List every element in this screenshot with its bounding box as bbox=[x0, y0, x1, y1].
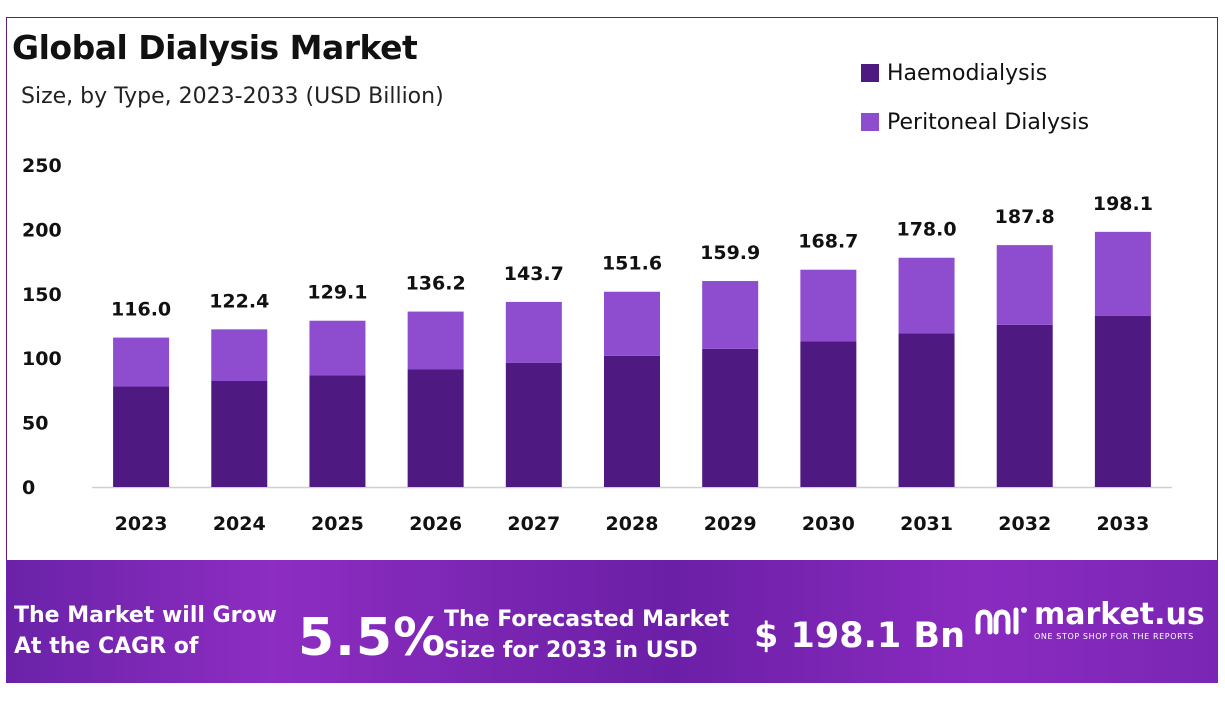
data-label: 143.7 bbox=[504, 263, 564, 285]
x-tick-label: 2031 bbox=[900, 513, 953, 535]
x-tick-label: 2033 bbox=[1096, 513, 1149, 535]
x-tick-label: 2028 bbox=[606, 513, 659, 535]
x-tick-label: 2023 bbox=[115, 513, 168, 535]
chart-title: Global Dialysis Market bbox=[12, 28, 418, 67]
legend-item-peritoneal-dialysis: Peritoneal Dialysis bbox=[861, 107, 1089, 137]
legend-label-haemodialysis: Haemodialysis bbox=[887, 60, 1048, 86]
legend-swatch-peritoneal-dialysis bbox=[861, 113, 879, 131]
legend: Haemodialysis Peritoneal Dialysis bbox=[861, 58, 1089, 156]
bar-peritoneal-dialysis bbox=[702, 281, 759, 349]
x-tick-label: 2032 bbox=[998, 513, 1051, 535]
y-tick-label: 150 bbox=[22, 284, 62, 306]
bar-haemodialysis bbox=[407, 369, 464, 487]
y-tick-label: 100 bbox=[22, 348, 62, 370]
data-label: 178.0 bbox=[896, 219, 956, 241]
cagr-caption: The Market will Grow At the CAGR of bbox=[14, 600, 277, 662]
brand-name: market.us bbox=[1034, 597, 1205, 632]
legend-swatch-haemodialysis bbox=[861, 64, 879, 82]
bar-peritoneal-dialysis bbox=[898, 257, 955, 334]
y-tick-label: 250 bbox=[22, 155, 62, 177]
x-tick-label: 2029 bbox=[704, 513, 757, 535]
bar-haemodialysis bbox=[1094, 315, 1151, 487]
data-label: 187.8 bbox=[995, 206, 1055, 228]
x-tick-label: 2030 bbox=[802, 513, 855, 535]
bar-peritoneal-dialysis bbox=[113, 337, 170, 387]
forecast-caption: The Forecasted Market Size for 2033 in U… bbox=[444, 604, 729, 666]
bar-haemodialysis bbox=[996, 324, 1053, 487]
data-label: 159.9 bbox=[700, 242, 760, 264]
data-label: 122.4 bbox=[209, 290, 269, 312]
bar-peritoneal-dialysis bbox=[1094, 231, 1151, 316]
data-label: 136.2 bbox=[406, 273, 466, 295]
data-label: 198.1 bbox=[1093, 193, 1153, 215]
bar-peritoneal-dialysis bbox=[800, 269, 857, 342]
bar-haemodialysis bbox=[211, 380, 268, 487]
cagr-caption-line2: At the CAGR of bbox=[14, 634, 199, 659]
legend-label-peritoneal-dialysis: Peritoneal Dialysis bbox=[887, 109, 1090, 135]
brand-tagline: ONE STOP SHOP FOR THE REPORTS bbox=[1034, 632, 1194, 641]
x-tick-label: 2026 bbox=[409, 513, 462, 535]
bar-peritoneal-dialysis bbox=[211, 329, 268, 381]
forecast-caption-line1: The Forecasted Market bbox=[444, 607, 730, 632]
bar-haemodialysis bbox=[604, 355, 660, 487]
bar-haemodialysis bbox=[113, 386, 170, 487]
bar-haemodialysis bbox=[800, 341, 857, 487]
bar-haemodialysis bbox=[898, 333, 955, 487]
data-label: 116.0 bbox=[111, 299, 171, 321]
x-tick-label: 2027 bbox=[507, 513, 560, 535]
bar-peritoneal-dialysis bbox=[407, 311, 464, 370]
cagr-caption-line1: The Market will Grow bbox=[14, 603, 277, 628]
chart-subtitle: Size, by Type, 2023-2033 (USD Billion) bbox=[21, 84, 444, 109]
bar-peritoneal-dialysis bbox=[996, 245, 1053, 325]
y-tick-label: 0 bbox=[22, 477, 35, 499]
bar-haemodialysis bbox=[702, 348, 759, 487]
forecast-caption-line2: Size for 2033 in USD bbox=[444, 638, 698, 663]
brand-logo: market.us ONE STOP SHOP FOR THE REPORTS bbox=[974, 600, 1205, 641]
bar-peritoneal-dialysis bbox=[309, 320, 366, 376]
forecast-value: $ 198.1 Bn bbox=[754, 616, 966, 656]
brand-text: market.us ONE STOP SHOP FOR THE REPORTS bbox=[1034, 597, 1205, 642]
cagr-value: 5.5% bbox=[298, 608, 447, 668]
x-tick-label: 2024 bbox=[213, 513, 266, 535]
summary-banner: The Market will Grow At the CAGR of 5.5%… bbox=[6, 560, 1218, 683]
data-label: 168.7 bbox=[798, 231, 858, 253]
bar-chart: 0 50 100 150 200 250 116.0 2023 122.4 2024 129.1 20… bbox=[22, 155, 1172, 535]
y-tick-label: 50 bbox=[22, 413, 48, 435]
legend-item-haemodialysis: Haemodialysis bbox=[861, 58, 1089, 88]
data-label: 151.6 bbox=[602, 253, 662, 275]
bar-peritoneal-dialysis bbox=[505, 301, 562, 363]
data-label: 129.1 bbox=[307, 282, 367, 304]
bar-haemodialysis bbox=[309, 375, 366, 487]
y-tick-label: 200 bbox=[22, 219, 62, 241]
bar-haemodialysis bbox=[505, 362, 562, 487]
x-tick-label: 2025 bbox=[311, 513, 364, 535]
market-us-logo-icon bbox=[975, 606, 1027, 634]
bar-peritoneal-dialysis bbox=[604, 291, 660, 356]
